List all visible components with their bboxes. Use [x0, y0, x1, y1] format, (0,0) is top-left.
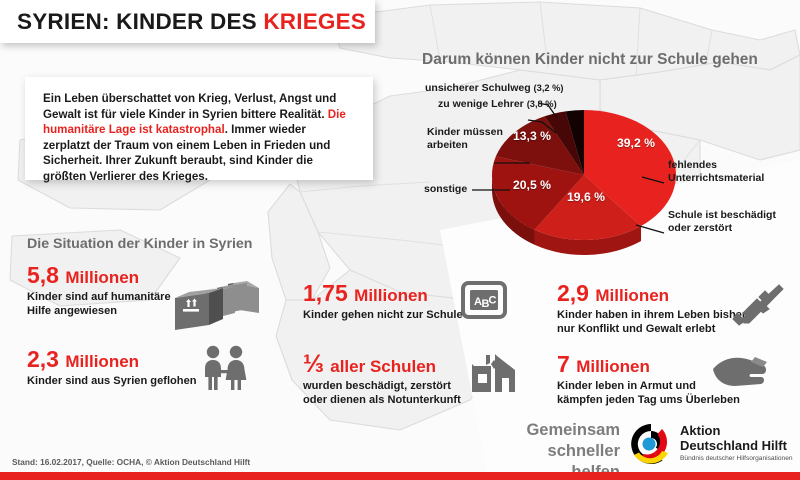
stat-unit: Millionen — [595, 286, 670, 305]
header-bar: SYRIEN: KINDER DES KRIEGES — [0, 0, 375, 43]
adh-logo: Aktion Deutschland Hilft Bündnis deutsch… — [628, 421, 793, 467]
stat-desc-line-1: Kinder sind aus Syrien geflohen — [27, 375, 197, 387]
callout-label-text: zu wenige Lehrer — [438, 98, 524, 110]
stat-number-row: 2,3 Millionen — [27, 347, 197, 374]
page-title-accent: KRIEGES — [263, 8, 367, 34]
callout-line-2: oder zerstört — [668, 222, 733, 234]
stat-item-1: 2,3 Millionen Kinder sind aus Syrien gef… — [27, 347, 197, 389]
stat-desc-line-2: Hilfe angewiesen — [27, 304, 118, 317]
stat-desc-line-2: kämpfen jeden Tag ums Überleben — [557, 393, 740, 406]
footer-red-rule — [0, 472, 800, 480]
stat-desc-line-1: Kinder gehen nicht zur Schule — [303, 309, 463, 321]
stat-unit: Millionen — [65, 352, 140, 371]
pie-leader-lines — [472, 102, 665, 234]
callout-line-1: Schule ist beschädigt — [668, 209, 776, 221]
pie-value-schule-beschaedigt: 19,6 % — [567, 190, 605, 204]
stats-heading: Die Situation der Kinder in Syrien — [27, 236, 253, 252]
intro-card: Ein Leben überschattet von Krieg, Verlus… — [25, 77, 373, 183]
pie-chart — [420, 70, 800, 260]
stat-desc-line-2: oder dienen als Notunterkunft — [303, 393, 461, 406]
callout-label-pct: (3,2 %) — [533, 83, 564, 93]
pie-slice-side — [492, 175, 535, 245]
pie-slice — [565, 110, 584, 175]
chart-title: Darum können Kinder nicht zur Schule geh… — [422, 51, 758, 68]
pie-callout-schule-beschaedigt: Schule ist beschädigt oder zerstört — [668, 209, 776, 235]
stat-item-3: ⅓ aller Schulen wurden beschädigt, zerst… — [303, 352, 461, 407]
stat-item-5: 7 Millionen Kinder leben in Armut und kä… — [557, 352, 740, 407]
adh-logo-line-3: Bündnis deutscher Hilfsorganisationen — [680, 455, 793, 462]
aid-boxes-icon — [173, 279, 263, 339]
intro-part1: Ein Leben überschattet von Krieg, Verlus… — [43, 92, 337, 121]
stat-item-2: 1,75 Millionen Kinder gehen nicht zur Sc… — [303, 281, 463, 323]
pie-slice — [534, 175, 642, 240]
adh-logo-text: Aktion Deutschland Hilft Bündnis deutsch… — [680, 423, 793, 464]
pie-slice — [544, 111, 584, 175]
page-title: SYRIEN: KINDER DES KRIEGES — [17, 9, 366, 35]
stat-item-4: 2,9 Millionen Kinder haben in ihrem Lebe… — [557, 281, 746, 336]
stat-number: 2,9 — [557, 280, 589, 306]
stat-number-row: 2,9 Millionen — [557, 281, 746, 308]
svg-text:A: A — [474, 296, 482, 308]
stat-number: 7 — [557, 351, 570, 377]
claim-text: Gemeinsam schneller helfen — [510, 420, 620, 480]
callout-line-1: fehlendes — [668, 159, 718, 171]
pie-slice — [492, 156, 584, 230]
stat-desc-line-1: Kinder haben in ihrem Leben bisher — [557, 309, 747, 321]
pie-slice — [495, 116, 584, 175]
stat-unit: aller Schulen — [330, 357, 437, 376]
stat-number: ⅓ — [303, 350, 324, 378]
pie-chart-svg — [472, 102, 676, 255]
stat-number: 1,75 — [303, 280, 348, 306]
pie-slice — [584, 110, 676, 227]
pie-callout-fehlendes-material: fehlendes Unterrichtsmaterial — [668, 159, 764, 185]
stat-number-row: 5,8 Millionen — [27, 263, 171, 290]
blackboard-abc-icon: A B C — [461, 281, 507, 326]
damaged-house-icon — [468, 352, 522, 401]
intro-part2: . Immer wieder zerplatzt der Traum von e… — [43, 123, 331, 183]
callout-label-text: sonstige — [424, 183, 468, 195]
adh-logo-line-1: Aktion — [680, 423, 721, 438]
pie-value-kinder-arbeiten: 13,3 % — [513, 129, 551, 143]
stat-number: 2,3 — [27, 346, 59, 372]
source-note: Stand: 16.02.2017, Quelle: OCHA, © Aktio… — [12, 457, 251, 467]
pie-callout-zu-wenige-lehrer: zu wenige Lehrer (3,8 %) — [438, 98, 557, 111]
stat-desc-line-1: Kinder leben in Armut und — [557, 380, 696, 392]
pie-callout-unsicherer-schulweg: unsicherer Schulweg (3,2 %) — [425, 82, 564, 95]
stat-desc-line-2: nur Konflikt und Gewalt erlebt — [557, 322, 716, 335]
intro-highlight: Die humanitäre Lage ist katastrophal — [43, 107, 346, 137]
refugee-children-icon — [198, 344, 254, 397]
stat-number-row: ⅓ aller Schulen — [303, 352, 461, 379]
page-title-main: SYRIEN: KINDER DES — [17, 8, 264, 34]
callout-line-2: arbeiten — [427, 139, 468, 151]
callout-line-2: Unterrichtsmaterial — [668, 172, 765, 184]
stat-number: 5,8 — [27, 262, 59, 288]
pie-callout-kinder-muessen-arbeiten: Kinder müssen arbeiten — [427, 126, 503, 152]
helping-hand-icon — [711, 353, 773, 394]
adh-logo-mark — [631, 424, 668, 464]
stat-number-row: 7 Millionen — [557, 352, 740, 379]
adh-logo-line-2: Deutschland Hilft — [680, 437, 787, 453]
stat-desc-line-1: Kinder sind auf humanitäre — [27, 291, 171, 303]
pie-value-fehlendes-material: 39,2 % — [617, 136, 655, 150]
stat-unit: Millionen — [65, 268, 140, 287]
callout-label-pct: (3,8 %) — [526, 99, 557, 109]
stat-number-row: 1,75 Millionen — [303, 281, 463, 308]
stat-unit: Millionen — [576, 357, 650, 376]
stat-item-0: 5,8 Millionen Kinder sind auf humanitäre… — [27, 263, 171, 318]
rifle-icon — [719, 283, 785, 332]
svg-text:C: C — [489, 295, 497, 307]
pie-callout-sonstige: sonstige — [424, 183, 467, 196]
stat-unit: Millionen — [354, 286, 428, 305]
svg-text:B: B — [482, 298, 490, 310]
callout-line-1: Kinder müssen — [427, 126, 503, 138]
intro-text: Ein Leben überschattet von Krieg, Verlus… — [43, 91, 355, 185]
callout-label-text: unsicherer Schulweg — [425, 82, 531, 94]
stat-desc-line-1: wurden beschädigt, zerstört — [303, 380, 451, 392]
pie-value-sonstige: 20,5 % — [513, 178, 551, 192]
claim-line-1: Gemeinsam — [526, 421, 620, 439]
pie-slice-side — [534, 226, 642, 255]
